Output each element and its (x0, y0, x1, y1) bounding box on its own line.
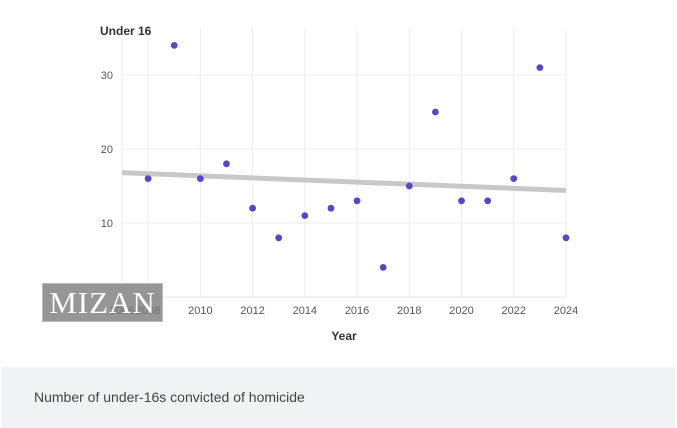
data-point (379, 264, 387, 271)
grid-lines (121, 28, 567, 298)
y-tick-label: 20 (101, 144, 113, 156)
data-point (301, 212, 309, 220)
data-point (353, 197, 361, 205)
data-point (510, 175, 518, 183)
data-point (405, 182, 413, 190)
x-tick-label: 2024 (554, 305, 578, 317)
x-tick-label: 2020 (449, 305, 473, 317)
y-tick-label: 10 (101, 218, 113, 230)
chart-caption: Number of under-16s convicted of homicid… (34, 389, 305, 405)
caption-bar: Number of under-16s convicted of homicid… (2, 367, 675, 428)
x-axis-title: Year (331, 329, 357, 343)
trend-line (121, 170, 567, 193)
data-point (327, 204, 335, 212)
data-point (275, 234, 283, 242)
trendline-layer (121, 170, 567, 193)
data-point (458, 197, 465, 205)
chart-title: Under 16 (100, 24, 152, 38)
x-tick-label: 2018 (397, 305, 421, 317)
data-points (144, 42, 570, 271)
data-point (484, 197, 492, 205)
data-point (249, 204, 256, 212)
x-tick-label: 2014 (293, 305, 317, 317)
data-point (144, 175, 152, 183)
y-tick-label: 30 (101, 70, 113, 82)
x-tick-label: 2022 (502, 305, 526, 317)
data-point (170, 42, 178, 49)
watermark-logo: MIZAN (42, 283, 163, 322)
x-tick-label: 2010 (188, 305, 212, 317)
x-tick-labels: 2006200820102012201420162018202020222024 (110, 305, 578, 317)
x-tick-label: 2012 (240, 305, 264, 317)
data-point (536, 64, 544, 71)
data-point (223, 160, 230, 168)
data-point (562, 234, 570, 242)
x-tick-label: 2016 (345, 305, 369, 317)
data-point (432, 108, 439, 116)
y-tick-labels: 10 20 30 (101, 70, 113, 230)
data-point (196, 175, 204, 183)
